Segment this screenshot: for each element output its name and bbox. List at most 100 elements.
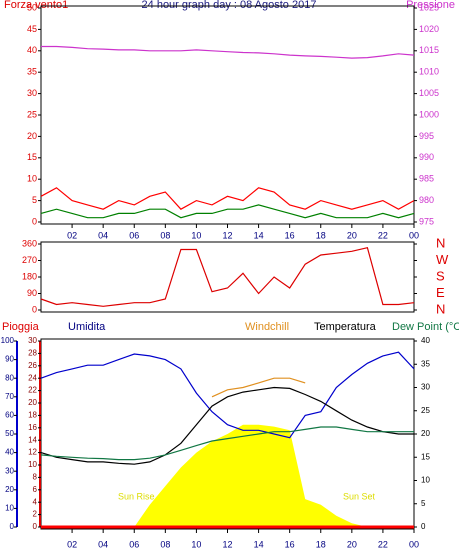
tick-label: 0 (32, 216, 37, 226)
line (41, 45, 415, 59)
line (40, 351, 415, 439)
tick-label: 50 (27, 2, 37, 12)
tick-label: 35 (421, 359, 430, 368)
tick-label: 70 (5, 392, 14, 401)
tick-label: 10 (421, 476, 430, 485)
legend-label: Windchill (245, 321, 289, 333)
tick-label: 270 (22, 255, 37, 265)
tick-label: 990 (419, 152, 434, 162)
tick-label: 5 (421, 499, 426, 508)
x-tick-label: 02 (67, 230, 77, 240)
line (40, 426, 414, 461)
tick-label: 16 (28, 423, 37, 432)
x-tick-label: 08 (160, 539, 170, 549)
tick-label: 360 (22, 238, 37, 248)
tick-label: 24 (28, 373, 37, 382)
chart-title: 24 hour graph day : 08 Agosto 2017 (142, 0, 317, 11)
tick-label: 1020 (419, 24, 439, 34)
x-tick-label: 22 (378, 230, 388, 240)
tick-label: 15 (27, 152, 37, 162)
tick-label: 50 (5, 429, 14, 438)
line (40, 386, 414, 465)
tick-label: 25 (27, 109, 37, 119)
x-tick-label: 12 (222, 230, 232, 240)
tick-label: 26 (28, 361, 37, 370)
x-tick-label: 14 (254, 539, 264, 549)
tick-label: 10 (27, 174, 37, 184)
tick-label: 90 (27, 288, 37, 298)
area (41, 424, 414, 527)
tick-label: 28 (28, 349, 37, 358)
x-tick-label: 00 (409, 230, 419, 240)
tick-label: W (436, 252, 449, 267)
legend-label: Temperatura (314, 321, 377, 333)
line (40, 204, 415, 219)
tick-label: 22 (28, 386, 37, 395)
tick-label: 0 (32, 304, 37, 314)
tick-label: 985 (419, 174, 434, 184)
tick-label: 25 (421, 406, 430, 415)
tick-label: S (436, 268, 445, 283)
tick-label: 20 (27, 131, 37, 141)
y2-axis-label: Pressione (406, 0, 455, 11)
tick-label: 40 (421, 336, 430, 345)
tick-label: 0 (10, 522, 15, 531)
tick-label: E (436, 285, 445, 300)
x-tick-label: 08 (160, 230, 170, 240)
legend-label: Dew Point (°C (392, 321, 459, 333)
x-tick-label: 00 (409, 539, 419, 549)
x-tick-label: 18 (316, 539, 326, 549)
x-tick-label: 16 (285, 230, 295, 240)
x-tick-label: 20 (347, 230, 357, 240)
x-tick-label: 14 (254, 230, 264, 240)
x-tick-label: 16 (285, 539, 295, 549)
tick-label: 30 (27, 88, 37, 98)
x-tick-label: 10 (191, 230, 201, 240)
tick-label: 6 (33, 485, 38, 494)
tick-label: 2 (33, 510, 38, 519)
tick-label: 4 (33, 497, 38, 506)
tick-label: 1010 (419, 67, 439, 77)
legend-label: Umidita (68, 321, 106, 333)
legend-label: Pioggia (2, 321, 40, 333)
line (40, 187, 415, 210)
x-tick-label: 04 (98, 230, 108, 240)
tick-label: 0 (421, 522, 426, 531)
tick-label: 8 (33, 473, 38, 482)
tick-label: 15 (421, 452, 430, 461)
tick-label: 90 (5, 355, 14, 364)
tick-label: 12 (28, 448, 37, 457)
tick-label: 20 (5, 485, 14, 494)
tick-label: 20 (28, 398, 37, 407)
tick-label: 1025 (419, 2, 439, 12)
tick-label: N (436, 301, 445, 316)
tick-label: 0 (33, 522, 38, 531)
x-tick-label: 06 (129, 539, 139, 549)
annotation: Sun Set (343, 491, 376, 501)
tick-label: 30 (5, 466, 14, 475)
tick-label: 995 (419, 131, 434, 141)
tick-label: 1015 (419, 45, 439, 55)
x-tick-label: 18 (316, 230, 326, 240)
tick-label: 1000 (419, 109, 439, 119)
x-tick-label: 12 (222, 539, 232, 549)
x-tick-label: 06 (129, 230, 139, 240)
tick-label: 10 (5, 504, 14, 513)
x-tick-label: 02 (67, 539, 77, 549)
tick-label: 30 (421, 383, 430, 392)
tick-label: 100 (1, 336, 15, 345)
tick-label: 180 (22, 271, 37, 281)
tick-label: 14 (28, 435, 37, 444)
tick-label: 18 (28, 411, 37, 420)
annotation: Sun Rise (118, 491, 155, 501)
x-tick-label: 10 (191, 539, 201, 549)
line (40, 246, 415, 307)
tick-label: 10 (28, 460, 37, 469)
tick-label: 980 (419, 195, 434, 205)
y-axis-label: Forza vento1 (4, 0, 68, 11)
tick-label: 975 (419, 216, 434, 226)
tick-label: 5 (32, 195, 37, 205)
tick-label: 1005 (419, 88, 439, 98)
tick-label: 45 (27, 24, 37, 34)
